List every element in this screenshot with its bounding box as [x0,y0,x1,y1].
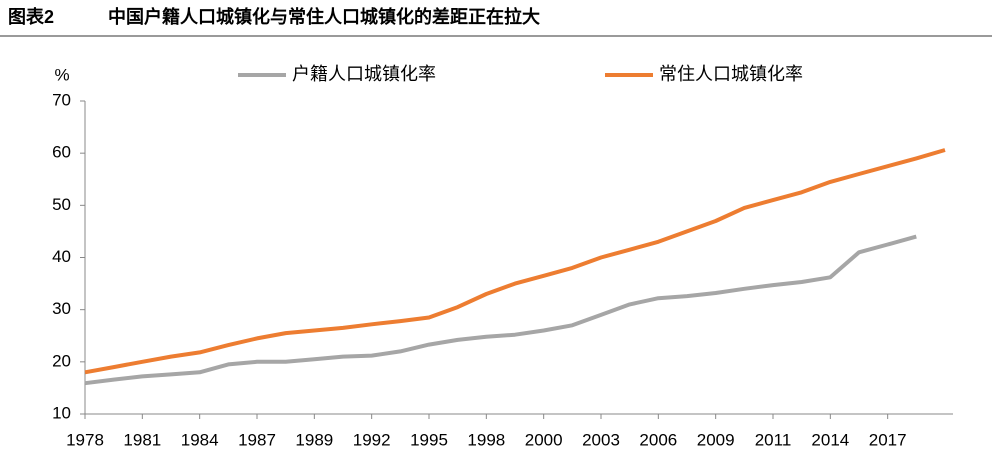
x-tick-label: 1989 [295,430,333,449]
x-tick-label: 1978 [66,430,104,449]
series-line [84,234,917,386]
y-tick-label: 10 [52,403,71,422]
x-tick-label: 1981 [123,430,161,449]
y-tick-label: 50 [52,195,71,214]
y-tick-label: 20 [52,351,71,370]
x-tick-label: 2000 [525,430,563,449]
x-tick-label: 1984 [181,430,219,449]
x-tick-label: 2003 [582,430,620,449]
x-tick-label: 1998 [467,430,505,449]
y-tick-label: 40 [52,247,71,266]
legend-label: 常住人口城镇化率 [659,64,803,84]
x-tick-label: 1987 [238,430,276,449]
y-tick-label: 30 [52,299,71,318]
x-tick-label: 1992 [353,430,391,449]
y-unit: % [54,65,69,84]
y-tick-label: 60 [52,143,71,162]
x-tick-label: 2006 [639,430,677,449]
x-tick-label: 2011 [755,430,792,449]
legend-label: 户籍人口城镇化率 [292,64,436,84]
x-tick-label: 2017 [869,430,907,449]
chart-title: 中国户籍人口城镇化与常住人口城镇化的差距正在拉大 [108,6,540,27]
series-line [84,148,946,375]
y-tick-label: 70 [52,90,71,109]
x-tick-label: 2014 [811,430,849,449]
x-tick-label: 2009 [697,430,735,449]
figure-label: 图表2 [8,6,54,27]
x-tick-label: 1995 [410,430,448,449]
